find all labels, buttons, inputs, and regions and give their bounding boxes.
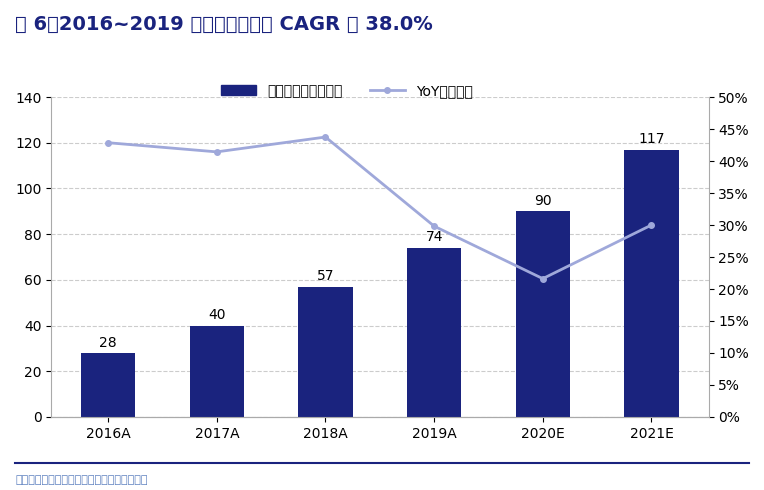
Bar <box>298 287 353 417</box>
Text: 图 6：2016~2019 年，卡萨帝收入 CAGR 为 38.0%: 图 6：2016~2019 年，卡萨帝收入 CAGR 为 38.0% <box>15 15 433 34</box>
Text: 资料来源：海尔智家公告，安信证券研究中心: 资料来源：海尔智家公告，安信证券研究中心 <box>15 475 147 485</box>
Bar <box>189 325 244 417</box>
Bar <box>407 248 461 417</box>
Text: 117: 117 <box>638 132 665 146</box>
Bar <box>624 149 678 417</box>
Text: 57: 57 <box>317 270 334 283</box>
Text: 74: 74 <box>426 230 443 245</box>
Legend: 卡萨帝收入（亿元）, YoY（右轴）: 卡萨帝收入（亿元）, YoY（右轴） <box>215 78 478 103</box>
Bar <box>516 211 570 417</box>
Text: 40: 40 <box>208 308 225 322</box>
Text: 90: 90 <box>534 194 552 208</box>
Text: 28: 28 <box>99 336 117 349</box>
Bar <box>81 353 135 417</box>
